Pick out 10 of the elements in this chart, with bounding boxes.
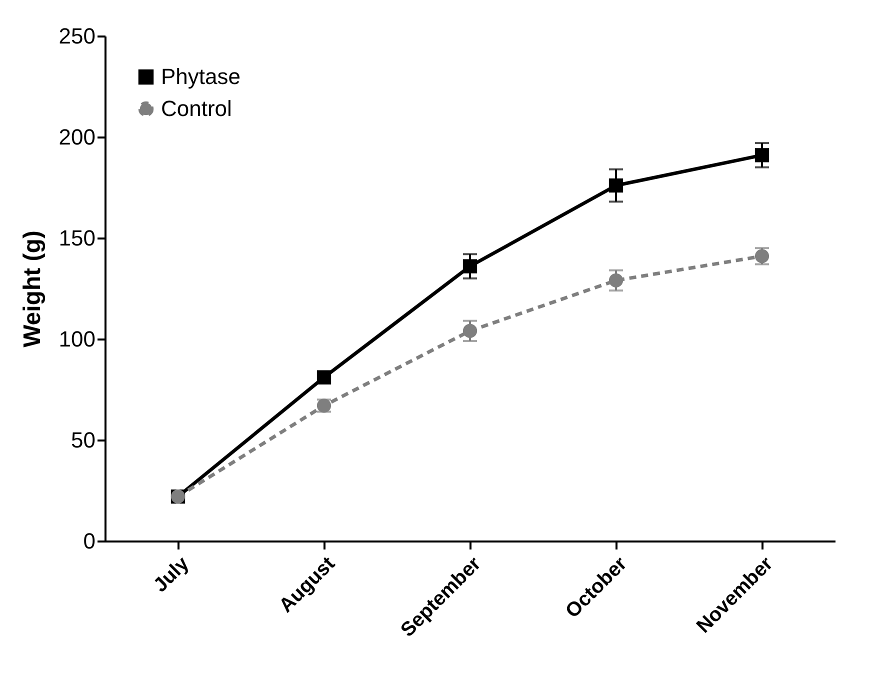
y-tick-label: 150 <box>58 226 96 250</box>
y-tick-label: 200 <box>58 124 96 150</box>
y-tick-label: 50 <box>71 428 96 452</box>
y-axis-title: Weight (g) <box>18 230 46 348</box>
x-tick-label: July <box>149 552 194 597</box>
y-tick-label: 0 <box>83 528 96 554</box>
legend-label: Control <box>161 96 232 121</box>
legend-label: Phytase <box>161 64 240 89</box>
y-tick-label: 100 <box>58 326 96 352</box>
y-tick-label: 250 <box>58 24 96 48</box>
